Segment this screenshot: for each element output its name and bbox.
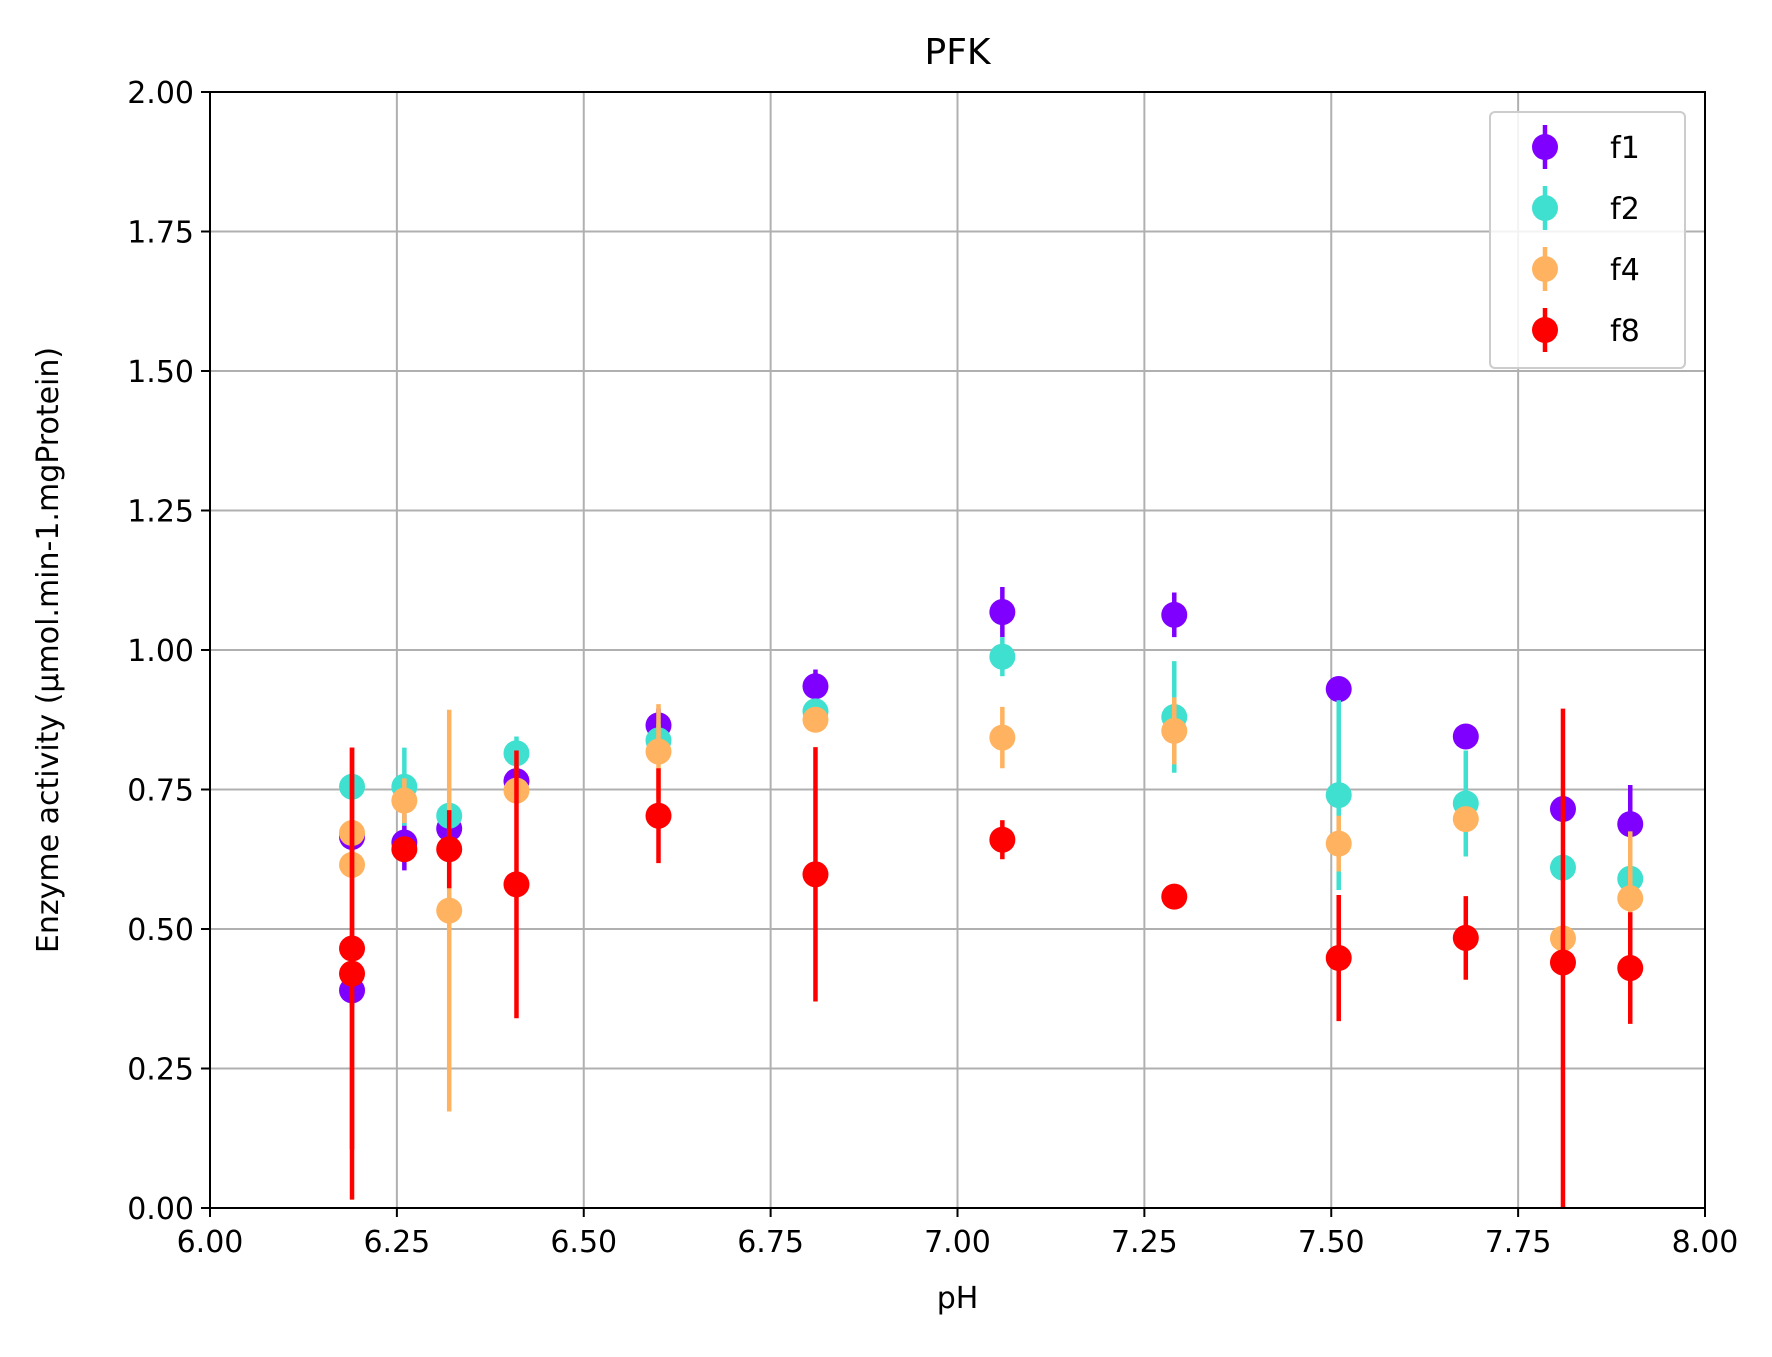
data-point: [436, 836, 463, 863]
data-point: [1617, 885, 1644, 912]
data-point: [1617, 811, 1644, 838]
data-point: [1325, 676, 1352, 703]
y-axis-label: Enzyme activity (µmol.min-1.mgProtein): [31, 347, 66, 953]
data-point: [1325, 782, 1352, 809]
y-tick-label: 2.00: [127, 76, 194, 111]
legend-marker: [1532, 317, 1558, 343]
chart-title: PFK: [924, 32, 991, 73]
data-point: [1325, 830, 1352, 857]
x-axis-label: pH: [937, 1281, 979, 1316]
legend-entry-f2: f2: [1532, 186, 1640, 230]
legend-label: f1: [1610, 131, 1640, 166]
data-point: [1161, 717, 1188, 744]
y-tick-label: 0.75: [127, 774, 194, 809]
legend-label: f4: [1610, 253, 1640, 288]
x-tick-label: 8.00: [1672, 1225, 1739, 1260]
legend-marker: [1532, 195, 1558, 221]
data-point: [989, 599, 1016, 626]
x-tick-label: 6.50: [550, 1225, 617, 1260]
data-point: [1549, 949, 1576, 976]
data-point: [391, 787, 418, 814]
y-tick-label: 0.25: [127, 1053, 194, 1088]
data-point: [989, 826, 1016, 853]
data-point: [645, 802, 672, 829]
y-tick-label: 1.75: [127, 216, 194, 251]
data-point: [1617, 955, 1644, 982]
legend-label: f8: [1610, 314, 1640, 349]
x-tick-label: 6.25: [363, 1225, 430, 1260]
data-point: [1452, 723, 1479, 750]
x-tick-label: 6.75: [737, 1225, 804, 1260]
y-tick-label: 1.00: [127, 634, 194, 669]
data-point: [802, 673, 829, 700]
x-tick-label: 7.00: [924, 1225, 991, 1260]
data-point: [1452, 924, 1479, 951]
series-f8: [339, 708, 1644, 1208]
legend-label: f2: [1610, 192, 1640, 227]
x-tick-label: 7.50: [1298, 1225, 1365, 1260]
data-point: [1325, 945, 1352, 972]
legend-entry-f4: f4: [1532, 247, 1640, 291]
data-point: [989, 724, 1016, 751]
data-point: [339, 960, 366, 987]
x-tick-label: 7.75: [1485, 1225, 1552, 1260]
data-point: [1161, 883, 1188, 910]
legend: f1 f2 f4 f8: [1489, 111, 1686, 369]
y-tick-label: 1.25: [127, 495, 194, 530]
data-point: [503, 871, 530, 898]
y-tick-label: 1.50: [127, 355, 194, 390]
data-point: [391, 836, 418, 863]
data-point: [802, 861, 829, 888]
legend-entry-f8: f8: [1532, 308, 1640, 352]
legend-marker: [1532, 134, 1558, 160]
data-point: [1452, 806, 1479, 833]
series-layer: [339, 586, 1644, 1208]
y-tick-label: 0.00: [127, 1192, 194, 1227]
data-point: [802, 706, 829, 733]
legend-marker: [1532, 256, 1558, 282]
data-point: [436, 897, 463, 924]
data-point: [989, 643, 1016, 670]
data-point: [1161, 601, 1188, 628]
x-tick-label: 7.25: [1111, 1225, 1178, 1260]
ticks: 6.00 6.25 6.50 6.75 7.00 7.25 7.50 7.75 8.00 0.00…: [127, 76, 1738, 1260]
series-f4: [339, 697, 1644, 1112]
y-tick-label: 0.50: [127, 913, 194, 948]
data-point: [645, 738, 672, 765]
legend-entry-f1: f1: [1532, 125, 1640, 169]
legend-box: [1489, 111, 1686, 369]
x-tick-label: 6.00: [177, 1225, 244, 1260]
